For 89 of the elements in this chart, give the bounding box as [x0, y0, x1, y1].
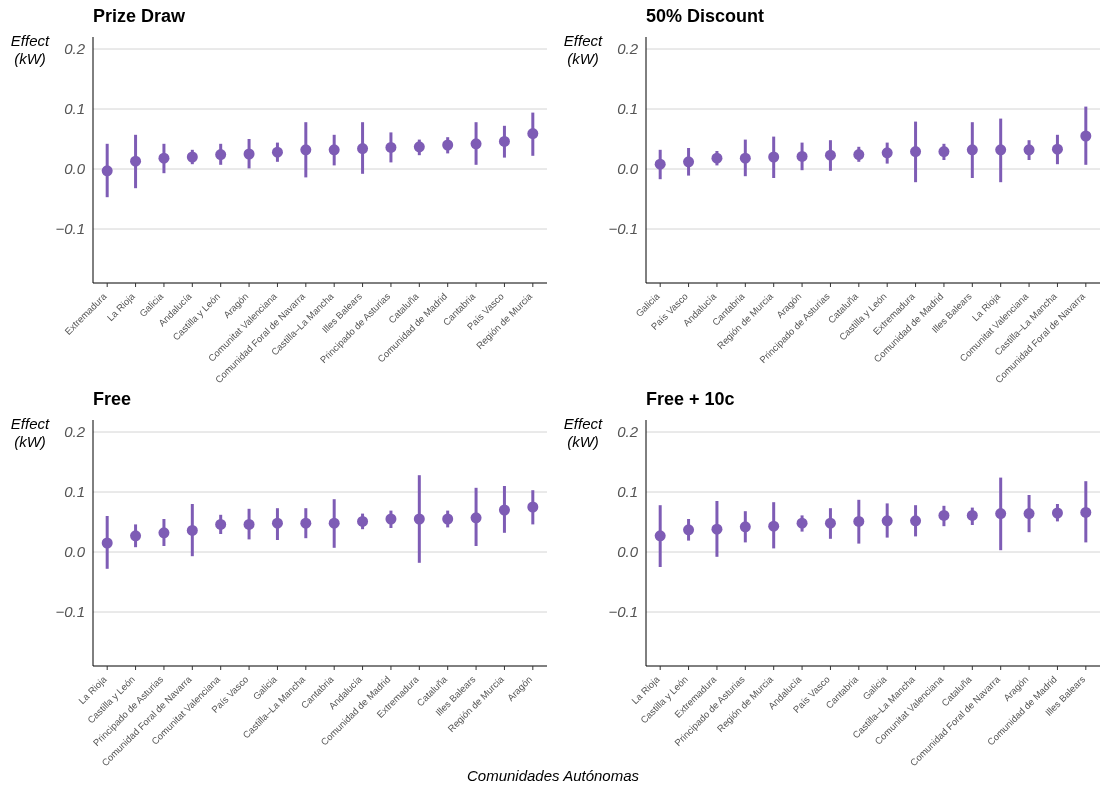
- point: [654, 530, 666, 542]
- point: [527, 501, 539, 513]
- y-tick-label: −0.1: [55, 220, 85, 238]
- point: [385, 141, 397, 153]
- point: [243, 148, 255, 160]
- point: [796, 150, 808, 162]
- point: [413, 141, 425, 153]
- point: [328, 144, 340, 156]
- point: [1023, 508, 1035, 520]
- point: [300, 144, 312, 156]
- y-tick-label: 0.1: [64, 100, 85, 118]
- chart-title: 50% Discount: [646, 6, 765, 27]
- y-axis-title: Effect (kW): [9, 415, 51, 451]
- point: [357, 143, 369, 155]
- point: [910, 515, 922, 527]
- point: [966, 509, 978, 521]
- point: [796, 517, 808, 529]
- point: [966, 144, 978, 156]
- point: [385, 513, 397, 525]
- y-tick-label: 0.0: [64, 160, 86, 178]
- point: [413, 513, 425, 525]
- y-tick-label: 0.0: [617, 160, 639, 178]
- y-axis-title: Effect (kW): [562, 32, 604, 68]
- point: [300, 517, 312, 529]
- chart-title: Prize Draw: [93, 6, 186, 27]
- point: [768, 151, 780, 163]
- point: [357, 515, 369, 527]
- y-tick-label: 0.1: [617, 483, 638, 501]
- chart-title: Free: [93, 389, 132, 410]
- point: [215, 518, 227, 530]
- point: [1051, 507, 1063, 519]
- y-tick-label: 0.1: [64, 483, 85, 501]
- point: [1080, 506, 1092, 518]
- point: [271, 146, 283, 158]
- point: [186, 524, 198, 536]
- y-tick-label: 0.2: [617, 40, 639, 58]
- point: [328, 517, 340, 529]
- y-tick-label: 0.0: [617, 543, 639, 561]
- point: [910, 146, 922, 158]
- point: [853, 515, 865, 527]
- y-tick-label: −0.1: [55, 603, 85, 621]
- point: [527, 128, 539, 140]
- point: [683, 156, 695, 168]
- point: [824, 517, 836, 529]
- point: [739, 152, 751, 164]
- point: [442, 139, 454, 151]
- y-tick-label: 0.1: [617, 100, 638, 118]
- point: [498, 504, 510, 516]
- point: [130, 530, 142, 542]
- point: [130, 155, 142, 167]
- y-tick-label: 0.0: [64, 543, 86, 561]
- point: [683, 524, 695, 536]
- point: [711, 152, 723, 164]
- point: [498, 135, 510, 147]
- point: [271, 517, 283, 529]
- y-axis-title: Effect (kW): [562, 415, 604, 451]
- point: [824, 149, 836, 161]
- y-tick-label: 0.2: [64, 423, 86, 441]
- point: [739, 521, 751, 533]
- y-axis-title: Effect (kW): [9, 32, 51, 68]
- point: [881, 147, 893, 159]
- point: [101, 165, 113, 177]
- chart-title: Free + 10c: [646, 389, 735, 410]
- y-tick-label: −0.1: [608, 603, 638, 621]
- point: [881, 515, 893, 527]
- point: [711, 523, 723, 535]
- y-tick-label: 0.2: [64, 40, 86, 58]
- point: [1023, 144, 1035, 156]
- point: [215, 149, 227, 161]
- point: [654, 158, 666, 170]
- point: [101, 537, 113, 549]
- point: [1080, 130, 1092, 142]
- point: [186, 151, 198, 163]
- y-tick-label: 0.2: [617, 423, 639, 441]
- point: [470, 512, 482, 524]
- point: [995, 508, 1007, 520]
- point: [853, 149, 865, 161]
- point: [995, 144, 1007, 156]
- y-tick-label: −0.1: [608, 220, 638, 238]
- point: [768, 520, 780, 532]
- point: [470, 138, 482, 150]
- point: [243, 518, 255, 530]
- point: [938, 146, 950, 158]
- point: [1051, 143, 1063, 155]
- point: [442, 513, 454, 525]
- x-axis-title: Comunidades Autónomas: [465, 767, 640, 784]
- point: [158, 152, 170, 164]
- point: [158, 527, 170, 539]
- point: [938, 509, 950, 521]
